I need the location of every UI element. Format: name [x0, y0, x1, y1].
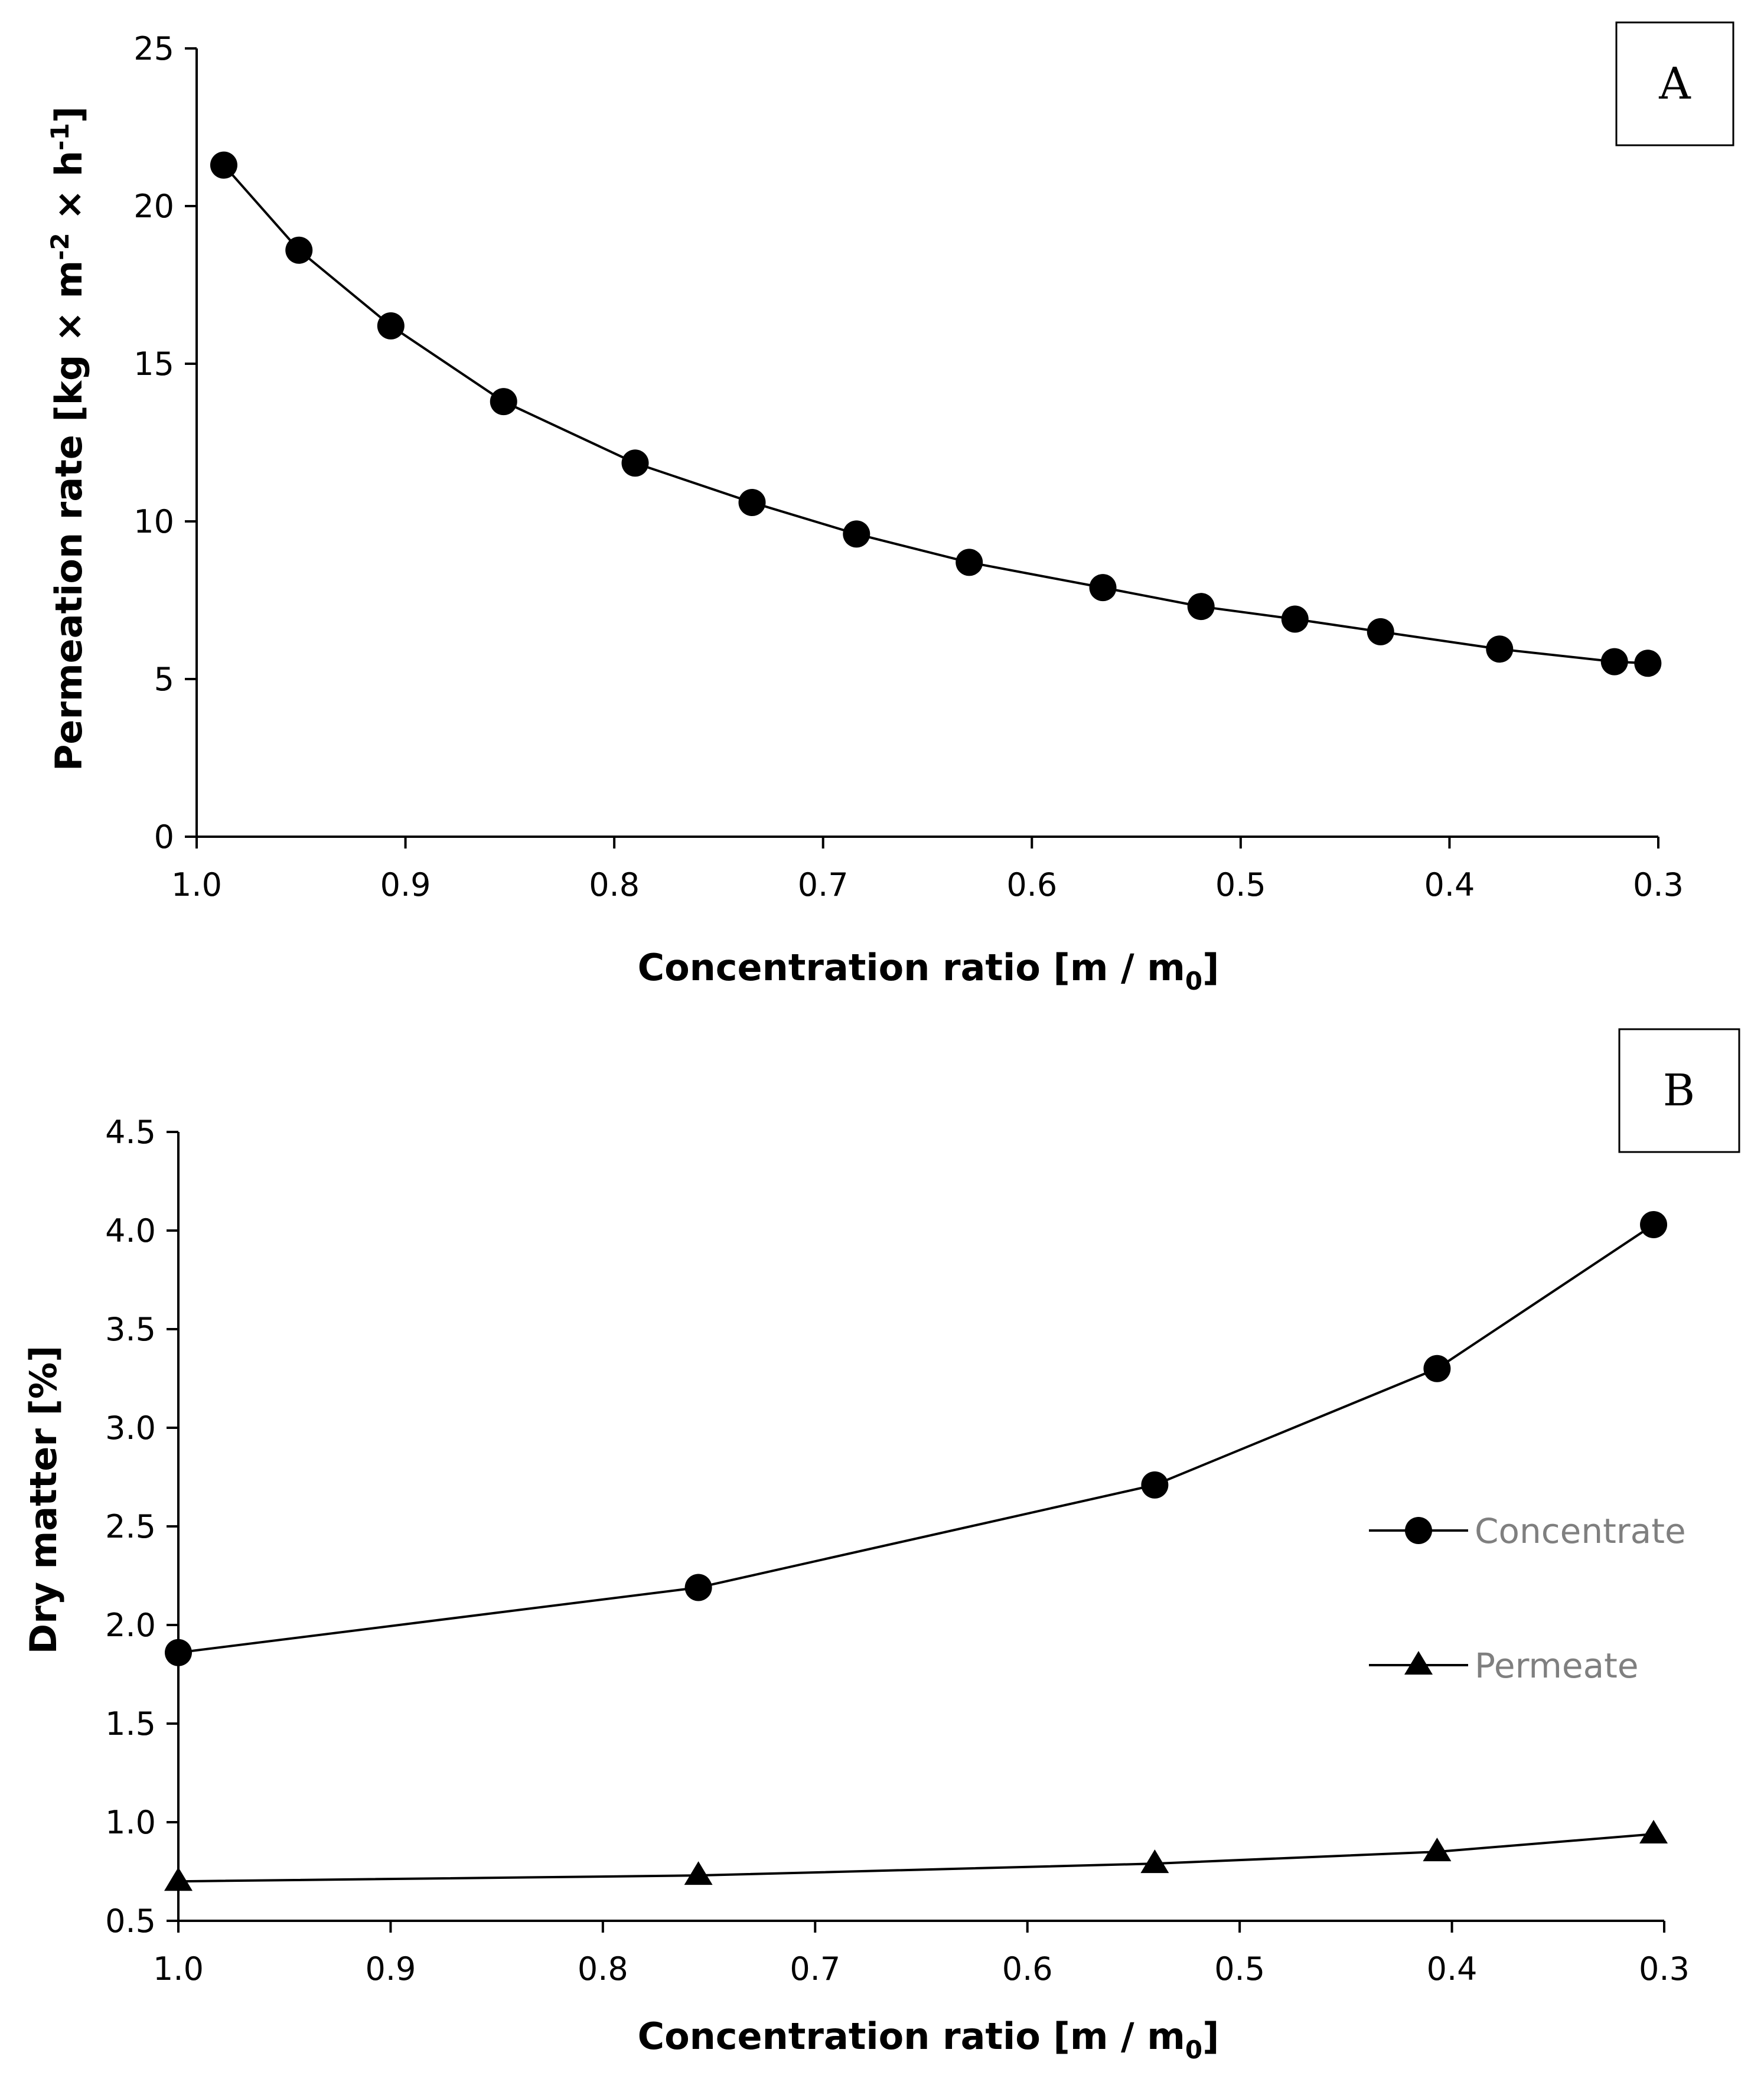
y-tick-label: 2.0 [105, 1607, 156, 1644]
panel-b-label: B [1663, 1065, 1695, 1116]
series-concentrate-point [1141, 1471, 1169, 1499]
y-tick-label: 4.5 [105, 1114, 156, 1151]
panel-a-label-box [1615, 21, 1734, 146]
panel-b-chart: B 0.5 1.0 1.5 2.0 2.5 3.0 3.5 4.0 4.5 1.0 0.9 0.8 0… [22, 1028, 1740, 2064]
y-tick-label: 25 [133, 30, 174, 67]
series-permeation-rate-point [1187, 593, 1215, 621]
panel-a-y-title-part2: × h [47, 151, 90, 233]
series-concentrate-point [684, 1574, 712, 1601]
y-tick-label: 0.5 [105, 1903, 156, 1940]
panel-b-x-title-close: ] [1202, 2015, 1219, 2058]
legend-permeate-marker [1404, 1651, 1433, 1675]
x-tick-label: 0.5 [1214, 1950, 1265, 1988]
series-permeation-rate-point [1089, 574, 1117, 602]
panel-b-x-axis: 1.0 0.9 0.8 0.7 0.6 0.5 0.4 0.3 [153, 1920, 1690, 1988]
x-tick-label: 0.8 [589, 866, 640, 903]
y-tick-label: 1.0 [105, 1804, 156, 1841]
panel-b-y-axis: 0.5 1.0 1.5 2.0 2.5 3.0 3.5 4.0 4.5 [105, 1114, 180, 1940]
x-tick-label: 1.0 [171, 866, 222, 903]
x-tick-label: 0.6 [1006, 866, 1057, 903]
series-permeation-rate-point [210, 151, 237, 179]
series-permeation-rate-point [285, 236, 313, 264]
series-permeation-rate-point [956, 549, 983, 576]
x-tick-label: 0.8 [578, 1950, 628, 1988]
panel-b-legend: Concentrate Permeate [1369, 1511, 1686, 1686]
series-permeation-rate-point [621, 449, 649, 477]
panel-a-y-title-part1: Permeation rate [kg × m [47, 260, 90, 771]
y-tick-label: 3.5 [105, 1311, 156, 1348]
x-tick-label: 0.7 [790, 1950, 840, 1988]
x-tick-label: 0.5 [1215, 866, 1266, 903]
x-tick-label: 0.6 [1002, 1950, 1053, 1988]
y-tick-label: 20 [133, 188, 174, 225]
x-tick-label: 0.7 [798, 866, 849, 903]
series-permeate-point [1140, 1849, 1169, 1874]
series-permeation-rate-point [1367, 618, 1394, 645]
panel-b-label-box [1618, 1028, 1740, 1153]
panel-a-series [210, 151, 1662, 677]
panel-a-y-axis-title: Permeation rate [kg × m-2 × h-1] [45, 106, 90, 771]
series-concentrate-point [1640, 1210, 1668, 1238]
panel-b-x-title-subscript: 0 [1185, 2035, 1202, 2064]
panel-a-y-title-part3: ] [47, 106, 90, 123]
x-tick-label: 0.3 [1633, 866, 1684, 903]
series-concentrate-point [165, 1639, 192, 1666]
series-concentrate-point [1423, 1355, 1451, 1382]
x-tick-label: 0.3 [1639, 1950, 1690, 1988]
x-tick-label: 0.4 [1424, 866, 1475, 903]
y-tick-label: 3.0 [105, 1409, 156, 1447]
y-tick-label: 2.5 [105, 1508, 156, 1545]
panel-a-x-title-subscript: 0 [1185, 967, 1202, 996]
panel-b-series [164, 1210, 1668, 1891]
x-tick-label: 1.0 [153, 1950, 204, 1988]
series-permeation-rate-point [1281, 605, 1309, 633]
y-tick-label: 15 [133, 345, 174, 383]
x-tick-label: 0.9 [380, 866, 431, 903]
panel-a-x-axis: 1.0 0.9 0.8 0.7 0.6 0.5 0.4 0.3 [171, 836, 1684, 903]
series-permeation-rate-line [223, 164, 1648, 665]
panel-b-x-title-main: Concentration ratio [m / m [638, 2015, 1185, 2058]
panel-a-chart: A 0 5 10 15 20 25 1.0 0.9 0.8 0.7 0.6 0.5 0.4 0.3 Co… [45, 21, 1734, 996]
series-permeate-point [164, 1867, 193, 1891]
series-concentrate-line [178, 1223, 1655, 1654]
series-permeate-point [1423, 1838, 1452, 1862]
y-tick-label: 0 [154, 818, 174, 856]
series-permeation-rate-point [843, 520, 870, 548]
panel-a-y-title-sup1: -2 [45, 233, 74, 260]
panel-b-x-axis-title: Concentration ratio [m / m0] [638, 2015, 1220, 2064]
legend-concentrate-label: Concentrate [1475, 1511, 1686, 1551]
legend-permeate-label: Permeate [1475, 1646, 1639, 1686]
series-permeation-rate-point [1600, 648, 1628, 676]
y-tick-label: 1.5 [105, 1705, 156, 1742]
panel-a-x-title-main: Concentration ratio [m / m [638, 946, 1185, 989]
y-tick-label: 10 [133, 503, 174, 540]
legend-concentrate-marker [1405, 1517, 1432, 1544]
series-permeation-rate-point [377, 312, 405, 340]
series-permeate-point [1639, 1820, 1668, 1844]
panel-a-y-axis: 0 5 10 15 20 25 [133, 30, 198, 856]
panel-a-label: A [1658, 58, 1691, 109]
series-permeation-rate-point [490, 388, 517, 416]
x-tick-label: 0.4 [1427, 1950, 1478, 1988]
y-tick-label: 4.0 [105, 1212, 156, 1249]
panel-a-x-axis-title: Concentration ratio [m / m0] [638, 946, 1220, 996]
series-permeate-point [684, 1861, 713, 1885]
panel-a-x-title-close: ] [1202, 946, 1219, 989]
panel-a-y-title-sup2: -1 [45, 123, 74, 151]
series-permeation-rate-point [738, 488, 766, 516]
series-permeation-rate-point [1634, 650, 1662, 677]
y-tick-label: 5 [154, 661, 174, 698]
series-permeation-rate-point [1486, 635, 1514, 663]
x-tick-label: 0.9 [365, 1950, 416, 1988]
panel-b-y-axis-title: Dry matter [%] [22, 1346, 65, 1655]
